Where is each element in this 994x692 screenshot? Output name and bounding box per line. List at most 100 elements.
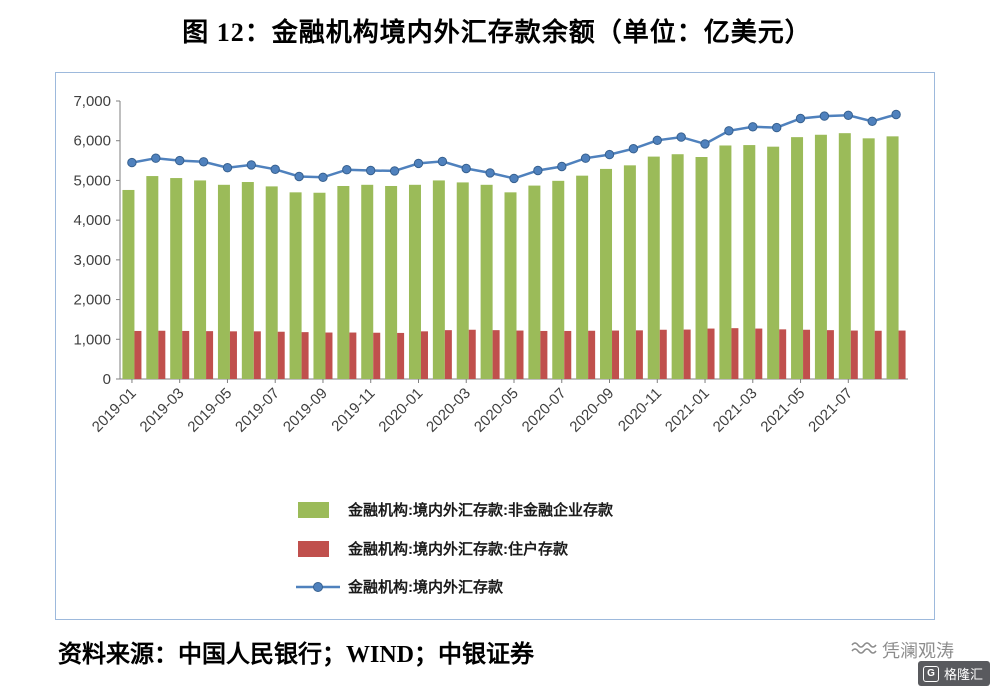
line-marker (342, 165, 352, 175)
bar (874, 330, 882, 379)
bar (337, 185, 350, 379)
bar (850, 330, 858, 379)
line-marker (819, 111, 830, 121)
bar (635, 330, 643, 379)
bar (779, 329, 787, 379)
line-marker (795, 113, 806, 124)
bar (516, 330, 524, 379)
line-marker (461, 163, 471, 174)
line-marker (580, 153, 591, 163)
bar (206, 331, 214, 379)
x-tick-label: 2021-03 (710, 385, 761, 436)
line-marker (485, 168, 495, 178)
bar (134, 330, 142, 379)
line-marker (198, 157, 209, 167)
bar (170, 178, 183, 379)
bar (791, 137, 804, 379)
bar (349, 332, 357, 379)
bar (719, 145, 732, 379)
bar-series-1 (122, 133, 899, 379)
bar (217, 184, 230, 379)
gelonghui-g-icon: G (922, 665, 939, 682)
bar (265, 186, 278, 379)
bar (707, 328, 715, 379)
line-marker (628, 144, 639, 154)
line-marker (437, 156, 448, 167)
bar (814, 134, 827, 379)
line-marker (557, 161, 567, 172)
bar (588, 330, 596, 379)
bar (277, 331, 285, 379)
bar (468, 329, 476, 379)
line-marker (867, 116, 877, 126)
line-marker (604, 149, 615, 160)
line-marker (533, 165, 543, 176)
chart-title: 图 12：金融机构境内外汇存款余额（单位：亿美元） (182, 18, 812, 47)
bar (623, 165, 636, 379)
bar (241, 182, 254, 379)
legend-item: 金融机构:境内外汇存款 (296, 578, 504, 596)
legend-label: 金融机构:境内外汇存款:非金融企业存款 (347, 501, 614, 519)
bar (289, 192, 302, 379)
bar (755, 328, 763, 379)
line-marker (748, 122, 758, 132)
source-note: 资料来源：中国人民银行；WIND；中银证券 (58, 642, 535, 668)
chart-svg: 0 1,000 2,000 3,000 4,000 5,000 6,000 7,000 2019… (73, 93, 908, 596)
bar (540, 330, 548, 379)
line-marker (389, 166, 400, 176)
bar (552, 180, 565, 379)
bar (182, 330, 190, 379)
x-tick-label: 2020-09 (566, 385, 617, 436)
bar (683, 329, 691, 379)
line-marker (509, 173, 519, 184)
bar (767, 146, 780, 379)
legend-marker-icon (313, 582, 323, 592)
line-marker (246, 160, 257, 170)
bar-series-2 (134, 328, 906, 379)
bar (803, 329, 811, 379)
x-tick-label: 2020-11 (615, 385, 665, 435)
legend-swatch-icon (298, 541, 329, 557)
bar (229, 331, 237, 379)
line-marker (724, 126, 734, 136)
x-tick-label: 2020-07 (519, 385, 570, 436)
bar (313, 192, 326, 379)
bar (325, 332, 333, 379)
legend-label: 金融机构:境内外汇存款 (347, 578, 504, 596)
x-tick-label: 2020-01 (375, 385, 426, 436)
x-tick-label: 2020-05 (471, 385, 522, 436)
x-tick-label: 2020-03 (423, 385, 474, 436)
y-tick-label: 5,000 (73, 172, 111, 189)
bar (504, 192, 517, 379)
gelonghui-logo-text: 格隆汇 (943, 667, 983, 682)
bar (301, 332, 309, 379)
bar (492, 330, 500, 379)
x-tick-label: 2021-05 (757, 385, 808, 436)
legend-item: 金融机构:境内外汇存款:住户存款 (298, 540, 569, 558)
line-marker (891, 109, 901, 120)
line-marker (175, 155, 185, 166)
x-tick-label: 2021-01 (662, 385, 713, 436)
bar (456, 182, 469, 379)
bar (564, 330, 572, 379)
line-marker (318, 172, 328, 183)
line-marker (127, 157, 137, 168)
y-tick-label: 2,000 (73, 292, 111, 309)
x-tick-label: 2019-07 (232, 385, 283, 436)
line-marker (366, 165, 376, 176)
bar (838, 133, 851, 379)
x-tick-label: 2019-03 (137, 385, 188, 436)
bar (385, 185, 398, 379)
bar (671, 154, 684, 379)
y-tick-label: 4,000 (73, 212, 111, 229)
x-tick-label: 2019-05 (184, 385, 235, 436)
line-marker (222, 163, 233, 173)
bar (743, 145, 756, 379)
bar (612, 330, 620, 379)
chart-panel: 0 1,000 2,000 3,000 4,000 5,000 6,000 7,000 2019… (55, 72, 935, 620)
bar (444, 330, 452, 379)
line-marker (413, 158, 424, 169)
bar (432, 180, 445, 379)
legend-swatch-icon (298, 502, 329, 518)
line-marker (843, 110, 853, 120)
